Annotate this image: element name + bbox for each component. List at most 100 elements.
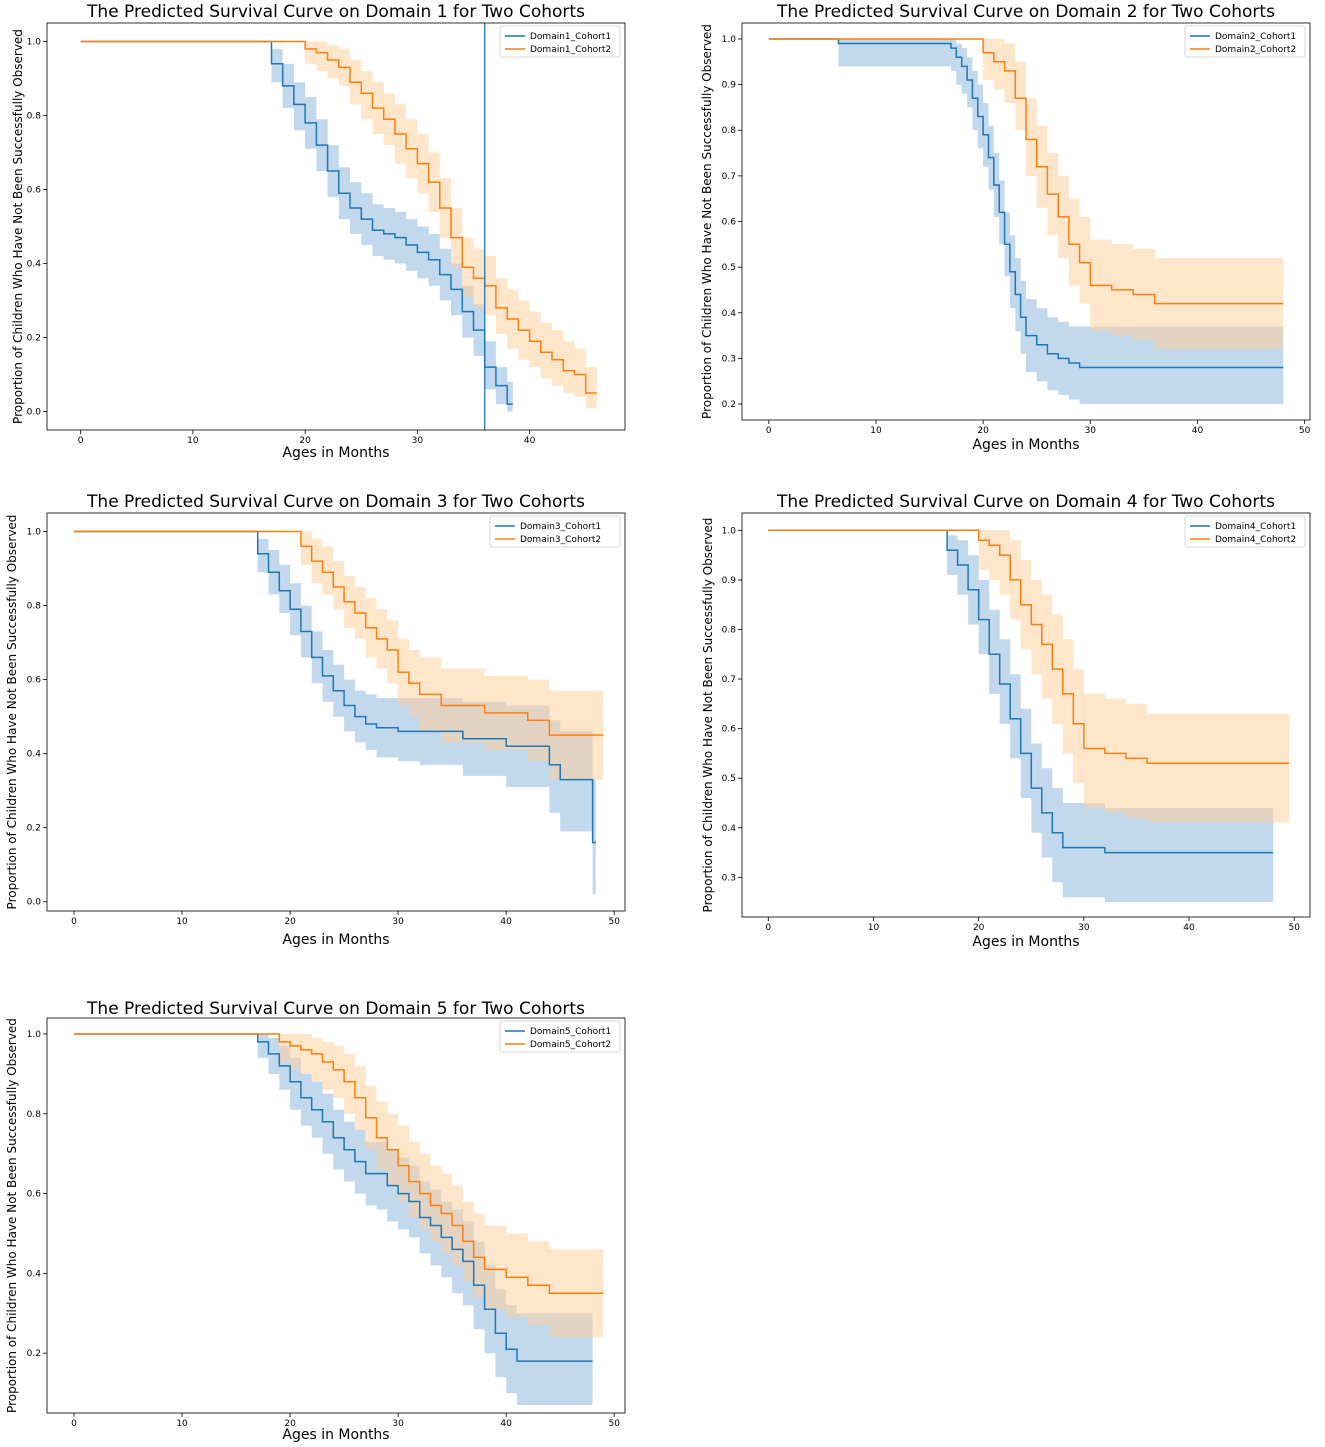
legend-entry: Domain2_Cohort2 xyxy=(1215,45,1296,55)
x-tick-label: 20 xyxy=(977,426,989,436)
chart-panel-domain-2: 0 10 20 30 40 50 0.2 0.3 0.4 0.5 0.6 0.7 0.8 0.9 1.0 Th… xyxy=(700,2,1311,453)
y-tick-label: 0.6 xyxy=(27,186,42,196)
y-axis-label: Proportion of Children Who Have Not Been… xyxy=(5,515,19,910)
x-tick-label: 30 xyxy=(392,1419,404,1429)
legend: Domain4_Cohort1 Domain4_Cohort2 xyxy=(1184,515,1306,548)
y-tick-label: 0.2 xyxy=(27,1349,41,1359)
confidence-band-domain3_cohort1 xyxy=(74,531,596,895)
x-tick-label: 30 xyxy=(412,436,424,446)
survival-line-domain4_cohort1 xyxy=(768,529,1274,854)
legend-entry: Domain5_Cohort1 xyxy=(530,1027,611,1037)
legend: Domain5_Cohort1 Domain5_Cohort2 xyxy=(499,1020,621,1053)
plot-area xyxy=(74,530,604,895)
y-tick-label: 0.8 xyxy=(722,625,737,635)
legend-box xyxy=(1184,515,1306,548)
confidence-band-domain2_cohort2 xyxy=(768,39,1284,350)
legend-box xyxy=(1184,25,1306,58)
plot-area xyxy=(768,38,1284,404)
legend-entry: Domain3_Cohort2 xyxy=(520,535,601,545)
x-tick-label: 20 xyxy=(284,917,296,927)
x-tick-label: 30 xyxy=(1085,426,1097,436)
y-tick-label: 0.3 xyxy=(722,873,736,883)
y-tick-label: 0.8 xyxy=(27,1110,42,1120)
x-tick-label: 10 xyxy=(870,426,882,436)
y-axis-label: Proportion of Children Who Have Not Been… xyxy=(11,29,25,424)
x-tick-label: 0 xyxy=(71,917,77,927)
y-tick-label: 0.4 xyxy=(27,260,42,270)
y-tick-label: 0.0 xyxy=(27,408,42,418)
y-axis-label: Proportion of Children Who Have Not Been… xyxy=(700,24,714,419)
y-tick-label: 1.0 xyxy=(722,35,737,45)
confidence-band-domain5_cohort2 xyxy=(74,1034,604,1338)
y-tick-label: 0.4 xyxy=(27,750,42,760)
x-axis-label: Ages in Months xyxy=(282,445,389,461)
chart-title: The Predicted Survival Curve on Domain 4… xyxy=(776,492,1275,512)
legend: Domain2_Cohort1 Domain2_Cohort2 xyxy=(1184,25,1306,58)
y-tick-label: 0.6 xyxy=(27,676,42,686)
y-axis-label: Proportion of Children Who Have Not Been… xyxy=(701,518,715,913)
y-tick-label: 0.4 xyxy=(722,309,737,319)
x-tick-label: 50 xyxy=(1299,426,1311,436)
x-axis-label: Ages in Months xyxy=(972,934,1079,950)
y-tick-label: 0.4 xyxy=(722,824,737,834)
y-tick-label: 0.2 xyxy=(27,824,41,834)
y-tick-label: 0.5 xyxy=(722,263,736,273)
chart-title: The Predicted Survival Curve on Domain 3… xyxy=(86,492,585,512)
chart-panel-domain-1: 0 10 20 30 40 0.0 0.2 0.4 0.6 0.8 1.0 The Predicted… xyxy=(11,2,626,461)
x-tick-label: 10 xyxy=(176,917,188,927)
x-tick-label: 40 xyxy=(1192,426,1204,436)
y-tick-label: 1.0 xyxy=(27,38,42,48)
survival-line-domain5_cohort2 xyxy=(74,1033,604,1295)
x-axis-label: Ages in Months xyxy=(282,1427,389,1443)
y-tick-label: 0.4 xyxy=(27,1269,42,1279)
legend-entry: Domain3_Cohort1 xyxy=(520,522,601,532)
x-tick-label: 0 xyxy=(765,923,771,933)
survival-line-domain2_cohort1 xyxy=(768,38,1284,369)
confidence-band-domain5_cohort1 xyxy=(74,1034,593,1405)
y-tick-label: 0.0 xyxy=(27,898,42,908)
y-tick-label: 0.6 xyxy=(27,1190,42,1200)
legend-entry: Domain1_Cohort1 xyxy=(530,32,611,42)
chart-title: The Predicted Survival Curve on Domain 5… xyxy=(86,999,585,1019)
y-tick-label: 0.8 xyxy=(722,126,737,136)
survival-line-domain5_cohort1 xyxy=(74,1033,593,1362)
y-tick-label: 1.0 xyxy=(722,526,737,536)
x-tick-label: 40 xyxy=(1183,923,1195,933)
y-tick-label: 0.9 xyxy=(722,81,737,91)
confidence-band-domain1_cohort1 xyxy=(80,41,513,412)
y-tick-label: 0.8 xyxy=(27,112,42,122)
chart-panel-domain-5: 0 10 20 30 40 50 0.2 0.4 0.6 0.8 1.0 The Predicted … xyxy=(5,999,626,1443)
x-tick-label: 50 xyxy=(608,917,620,927)
survival-line-domain4_cohort2 xyxy=(768,529,1289,765)
survival-line-domain3_cohort2 xyxy=(74,530,604,736)
y-tick-label: 0.7 xyxy=(722,675,736,685)
legend-entry: Domain5_Cohort2 xyxy=(530,1040,611,1050)
y-tick-label: 1.0 xyxy=(27,528,42,538)
x-tick-label: 0 xyxy=(78,436,84,446)
legend-box xyxy=(499,25,621,58)
y-tick-label: 0.3 xyxy=(722,354,736,364)
legend-box xyxy=(489,515,621,548)
x-tick-label: 20 xyxy=(973,923,985,933)
y-tick-label: 0.2 xyxy=(27,334,41,344)
x-tick-label: 20 xyxy=(299,436,311,446)
x-tick-label: 10 xyxy=(868,923,880,933)
survival-line-domain3_cohort1 xyxy=(74,530,596,844)
y-tick-label: 0.9 xyxy=(722,576,737,586)
x-tick-label: 40 xyxy=(524,436,536,446)
plot-area xyxy=(768,529,1289,903)
x-axis-label: Ages in Months xyxy=(282,932,389,948)
x-axis-label: Ages in Months xyxy=(972,437,1079,453)
legend-entry: Domain2_Cohort1 xyxy=(1215,32,1296,42)
confidence-band-domain1_cohort2 xyxy=(80,41,597,408)
legend-entry: Domain4_Cohort1 xyxy=(1215,522,1296,532)
x-tick-label: 50 xyxy=(1288,923,1300,933)
y-tick-label: 0.6 xyxy=(722,725,737,735)
legend-entry: Domain1_Cohort2 xyxy=(530,45,611,55)
y-tick-label: 0.5 xyxy=(722,774,736,784)
confidence-band-domain3_cohort2 xyxy=(74,531,604,780)
x-tick-label: 10 xyxy=(187,436,199,446)
x-tick-label: 40 xyxy=(500,917,512,927)
x-tick-label: 0 xyxy=(766,426,772,436)
